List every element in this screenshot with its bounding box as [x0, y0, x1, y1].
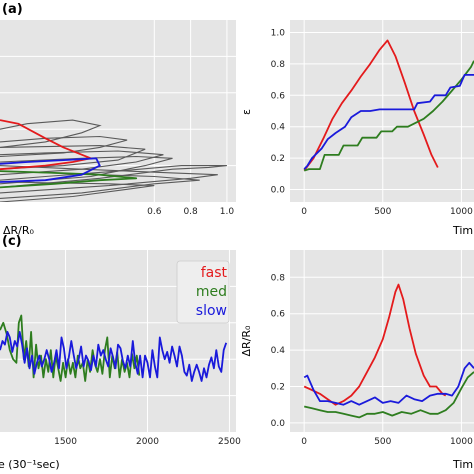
- panel-b-xlabel: Tim: [452, 224, 473, 237]
- y-tick-label: 0.8: [271, 273, 286, 283]
- x-tick-label: 1000: [450, 207, 473, 217]
- y-tick-label: 0.6: [271, 310, 286, 320]
- panel-c-legend: fast med slow: [176, 260, 230, 324]
- y-tick-label: 0.6: [271, 91, 286, 101]
- x-tick-label: 1000: [450, 437, 473, 447]
- y-tick-label: 0.2: [271, 154, 285, 164]
- gray-trace: [0, 181, 155, 202]
- x-tick-label: 1500: [54, 437, 77, 447]
- panel-label-a: (a): [2, 2, 23, 17]
- legend-entry-fast: fast: [201, 265, 228, 281]
- panel-label-c: (c): [2, 234, 22, 249]
- y-tick-label: 1.0: [271, 29, 286, 39]
- x-tick-label: 500: [374, 207, 391, 217]
- y-tick-label: 0.8: [271, 60, 286, 70]
- y-tick-label: 0.0: [271, 185, 286, 195]
- panel-b-ticks: 0 500 1000 0.0 0.2 0.4 0.6 0.8 1.0: [271, 29, 473, 217]
- legend-entry-slow: slow: [196, 303, 227, 319]
- y-tick-label: 0.4: [271, 123, 286, 133]
- series-line-slow: [303, 361, 474, 406]
- panel-a: 0.6 0.8 1.0 (a) ΔR/R₀: [0, 2, 236, 237]
- panel-b-plot-area: [290, 20, 474, 202]
- panel-a-xlabel: ΔR/R₀: [3, 224, 35, 237]
- series-line-med: [303, 60, 474, 172]
- series-line-slow: [0, 331, 228, 382]
- legend-box: [176, 260, 230, 324]
- gray-trace: [0, 145, 146, 170]
- x-tick-label: 0.8: [183, 207, 198, 217]
- panel-c-series: [0, 314, 228, 382]
- series-line-med: [0, 170, 138, 189]
- x-tick-label: 0.6: [147, 207, 162, 217]
- x-tick-label: 500: [374, 437, 391, 447]
- panel-d: 0 500 1000 0.0 0.2 0.4 0.6 0.8 ΔR/R₀ Tim: [240, 250, 474, 471]
- panel-a-ticks: 0.6 0.8 1.0: [147, 207, 234, 217]
- panel-d-xlabel: Tim: [452, 458, 473, 471]
- panel-a-plot-area: [0, 20, 236, 202]
- gray-trace: [0, 119, 102, 148]
- panel-a-series: [0, 119, 138, 189]
- panel-b-series: [303, 39, 474, 172]
- legend-entry-med: med: [196, 284, 227, 300]
- x-tick-label: 1.0: [220, 207, 235, 217]
- panel-c-ticks: 1500 2000 2500: [54, 437, 241, 447]
- panel-d-series: [303, 283, 474, 419]
- series-line-med: [303, 371, 474, 419]
- gray-trace: [0, 150, 164, 176]
- x-tick-label: 2000: [136, 437, 159, 447]
- panel-c: 1500 2000 2500 fast med slow (c) e (30⁻¹se…: [0, 234, 241, 471]
- series-line-slow: [303, 74, 474, 170]
- panel-d-ylabel: ΔR/R₀: [240, 325, 253, 357]
- panel-b-ylabel: ε: [240, 109, 253, 115]
- panel-b: 0 500 1000 0.0 0.2 0.4 0.6 0.8 1.0 ε Tim: [240, 20, 474, 237]
- series-line-fast: [0, 119, 92, 171]
- series-line-fast: [303, 39, 439, 172]
- x-tick-label: 0: [301, 207, 307, 217]
- series-line-slow: [0, 157, 101, 183]
- y-tick-label: 0.0: [271, 419, 286, 429]
- panel-c-xlabel: e (30⁻¹sec): [0, 458, 60, 471]
- y-tick-label: 0.2: [271, 383, 285, 393]
- x-tick-label: 0: [301, 437, 307, 447]
- panel-d-ticks: 0 500 1000 0.0 0.2 0.4 0.6 0.8: [271, 273, 473, 447]
- x-tick-label: 2500: [218, 437, 241, 447]
- y-tick-label: 0.4: [271, 346, 286, 356]
